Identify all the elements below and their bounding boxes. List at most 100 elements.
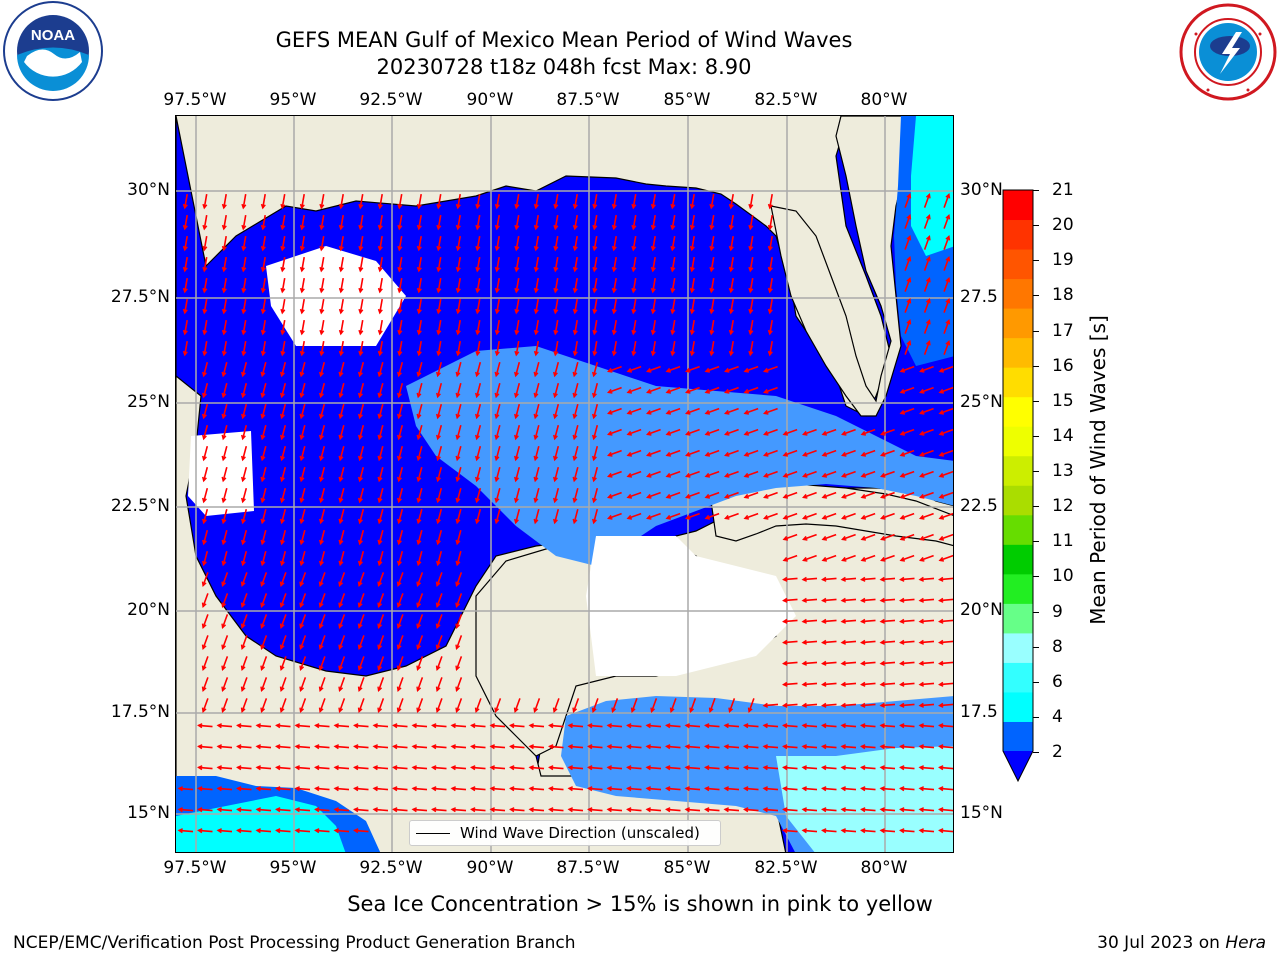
wave-arrow-head [919, 409, 925, 415]
wave-arrow-head [840, 807, 846, 813]
wave-arrow-head [280, 497, 285, 504]
wave-arrow-shaft [861, 745, 876, 749]
wave-arrow-shaft [534, 382, 540, 398]
wave-arrow-shaft [221, 698, 229, 712]
wave-arrow-head [879, 807, 885, 813]
wave-arrow-shaft [241, 677, 248, 691]
wave-arrow-shaft [319, 445, 326, 461]
wave-arrow-shaft [315, 787, 330, 791]
wave-arrow-head [802, 472, 808, 478]
wave-arrow-shaft [646, 787, 662, 791]
wave-arrow-shaft [572, 698, 580, 712]
wave-arrow-head [260, 476, 266, 483]
wave-arrow-head [416, 350, 422, 357]
wave-arrow-head [435, 623, 441, 629]
wave-arrow-shaft [613, 256, 617, 272]
wave-arrow-shaft [744, 724, 759, 728]
wave-arrow-head [436, 539, 441, 546]
wave-arrow-head [762, 702, 768, 708]
wave-arrow-head [377, 392, 383, 399]
wave-arrow-head [416, 476, 422, 483]
wave-arrow-shaft [358, 550, 365, 566]
wave-arrow-shaft [900, 428, 915, 436]
wave-arrow-head [494, 476, 500, 483]
wave-arrow-head [396, 623, 402, 629]
wave-arrow-shaft [515, 340, 520, 356]
wave-arrow-head [611, 287, 617, 294]
wave-arrow-shaft [568, 787, 584, 791]
wave-arrow-head [357, 644, 363, 650]
wave-arrow-head [299, 539, 305, 546]
wave-arrow-head [860, 451, 867, 457]
wave-arrow-head [275, 807, 281, 813]
wave-arrow-head [431, 786, 437, 792]
colorbar-tick-label: 17 [1052, 320, 1074, 341]
wave-arrow-shaft [242, 256, 247, 272]
wave-arrow-shaft [671, 340, 676, 356]
wave-arrow-head [899, 535, 906, 541]
wave-arrow-head [592, 329, 598, 336]
wave-arrow-shaft [203, 319, 208, 335]
wave-arrow-shaft [202, 529, 209, 545]
wave-arrow-shaft [647, 449, 661, 457]
wave-arrow-shaft [744, 766, 759, 770]
wave-arrow-shaft [535, 298, 539, 314]
wave-arrow-head [782, 744, 788, 750]
wave-arrow-shaft [217, 745, 233, 749]
wave-arrow-shaft [691, 340, 695, 356]
wave-arrow-shaft [280, 424, 287, 440]
wave-arrow-head [221, 413, 227, 420]
wave-arrow-shaft [822, 829, 837, 833]
wave-arrow-head [436, 245, 442, 252]
wave-arrow-head [450, 744, 456, 750]
wave-arrow-shaft [705, 766, 720, 770]
wave-arrow-head [840, 660, 846, 666]
wave-arrow-shaft [451, 766, 467, 770]
wave-arrow-shaft [939, 682, 953, 686]
wave-arrow-head [918, 681, 924, 687]
wave-arrow-head [338, 287, 344, 294]
wave-arrow-shaft [943, 236, 950, 250]
wave-arrow-head [377, 308, 383, 315]
wave-arrow-head [455, 245, 461, 252]
colorbar-tick-mark [1033, 541, 1039, 543]
lon-label-bottom: 92.5°W [359, 858, 423, 878]
wave-arrow-shaft [553, 361, 560, 377]
wave-arrow-head [474, 707, 480, 713]
wave-arrow-head [689, 266, 695, 273]
colorbar-swatch [1003, 662, 1033, 693]
wave-arrow-head [938, 493, 945, 499]
wave-arrow-shaft [900, 365, 915, 373]
wave-arrow-head [358, 245, 364, 252]
wave-arrow-head [397, 518, 402, 525]
wave-arrow-head [450, 786, 456, 792]
wave-arrow-shaft [939, 577, 953, 581]
wave-arrow-shaft [476, 319, 481, 335]
wave-arrow-head [260, 686, 266, 692]
wave-arrow-shaft [783, 745, 798, 749]
wave-arrow-head [724, 514, 730, 520]
wave-arrow-shaft [300, 466, 306, 482]
wave-arrow-head [416, 203, 422, 210]
wave-arrow-head [299, 560, 305, 567]
wave-arrow-head [221, 623, 227, 629]
wave-arrow-shaft [666, 512, 681, 520]
wave-arrow-shaft [627, 512, 642, 520]
wave-arrow-shaft [783, 533, 798, 541]
wave-arrow-head [689, 707, 695, 713]
wave-arrow-head [202, 560, 207, 567]
wave-arrow-head [299, 686, 305, 692]
wave-arrow-shaft [861, 470, 876, 478]
wave-arrow-shaft [900, 703, 915, 707]
wave-arrow-head [236, 786, 242, 792]
wave-arrow-shaft [764, 407, 778, 415]
wave-arrow-shaft [417, 466, 423, 482]
wave-arrow-head [689, 350, 695, 357]
wave-arrow-head [552, 707, 558, 713]
wave-arrow-head [241, 518, 246, 525]
wave-arrow-head [260, 539, 266, 546]
wave-arrow-head [299, 413, 305, 420]
wave-arrow-shaft [534, 424, 540, 440]
wave-arrow-shaft [686, 428, 700, 436]
wave-arrow-shaft [319, 635, 326, 649]
